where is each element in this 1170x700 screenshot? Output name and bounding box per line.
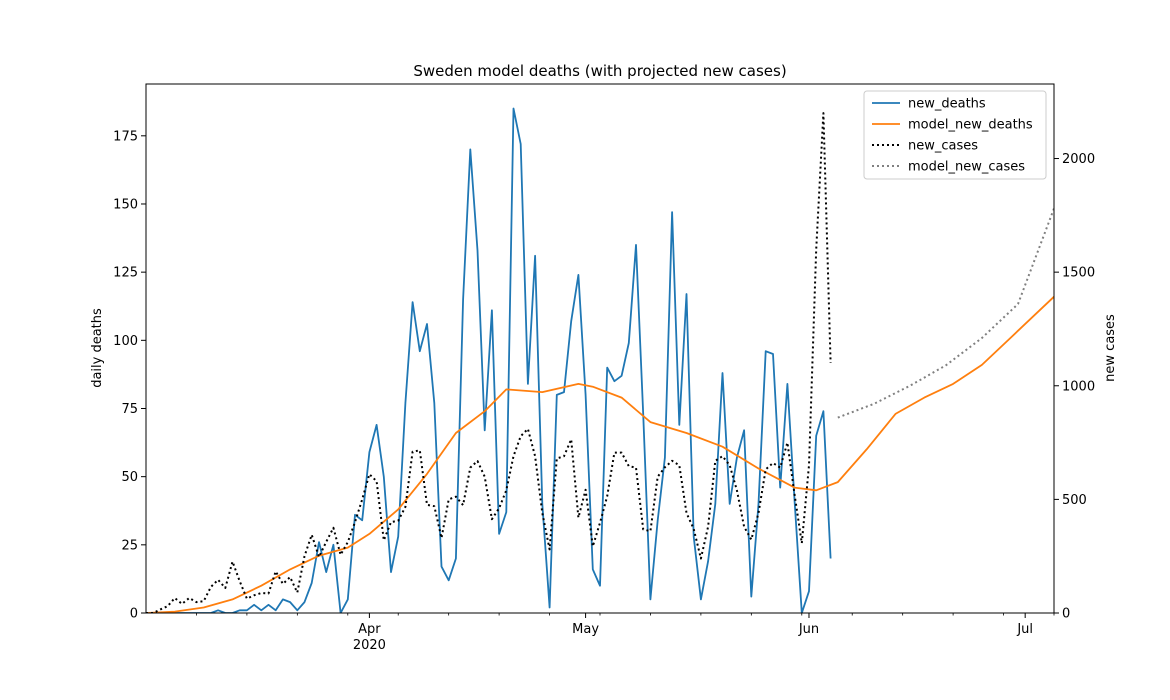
- series-line-new-cases: [146, 112, 832, 613]
- plot-area: [146, 107, 1054, 613]
- series-line-model-new-cases: [837, 208, 1054, 419]
- series-line-model-new-deaths: [146, 296, 1054, 613]
- legend-label-new-deaths: new_deaths: [908, 97, 986, 112]
- legend-label-model-new-deaths: model_new_deaths: [908, 118, 1033, 133]
- y-left-tick-label: 25: [121, 538, 138, 553]
- y-right-tick-label: 500: [1062, 493, 1087, 508]
- y-left-tick-label: 75: [121, 402, 138, 417]
- y-right-tick-label: 1500: [1062, 266, 1095, 281]
- y-left-tick-label: 0: [130, 607, 138, 622]
- x-tick-label: Apr: [358, 622, 381, 637]
- y-left-tick-label: 125: [113, 266, 138, 281]
- y-left-tick-label: 100: [113, 334, 138, 349]
- chart-title: Sweden model deaths (with projected new …: [413, 62, 786, 80]
- y-left-tick-label: 50: [121, 470, 138, 485]
- legend: new_deaths model_new_deaths new_casesmodel…: [863, 90, 1047, 180]
- x-tick-label: Jun: [798, 622, 819, 637]
- legend-label-model-new-cases: model_new_cases: [908, 160, 1025, 175]
- y-right-tick-label: 2000: [1062, 152, 1095, 167]
- legend-label-new-cases: new_cases: [908, 139, 978, 154]
- x-tick-sublabel: 2020: [353, 638, 386, 653]
- y-axis-left-title: daily deaths: [90, 308, 105, 388]
- x-tick-label: May: [572, 622, 599, 637]
- y-right-tick-label: 0: [1062, 607, 1070, 622]
- y-left-tick-label: 175: [113, 129, 138, 144]
- y-axis-right: 0 500 1000 1500 2000: [1054, 152, 1095, 622]
- series-line-new-deaths: [146, 107, 832, 613]
- y-axis-left: 0 25 50 75 100 125 150 175: [113, 129, 146, 622]
- y-axis-right-title: new cases: [1103, 314, 1118, 382]
- legend-box: [863, 90, 1047, 180]
- y-left-tick-label: 150: [113, 197, 138, 212]
- x-tick-label: Jul: [1016, 622, 1033, 637]
- y-right-tick-label: 1000: [1062, 379, 1095, 394]
